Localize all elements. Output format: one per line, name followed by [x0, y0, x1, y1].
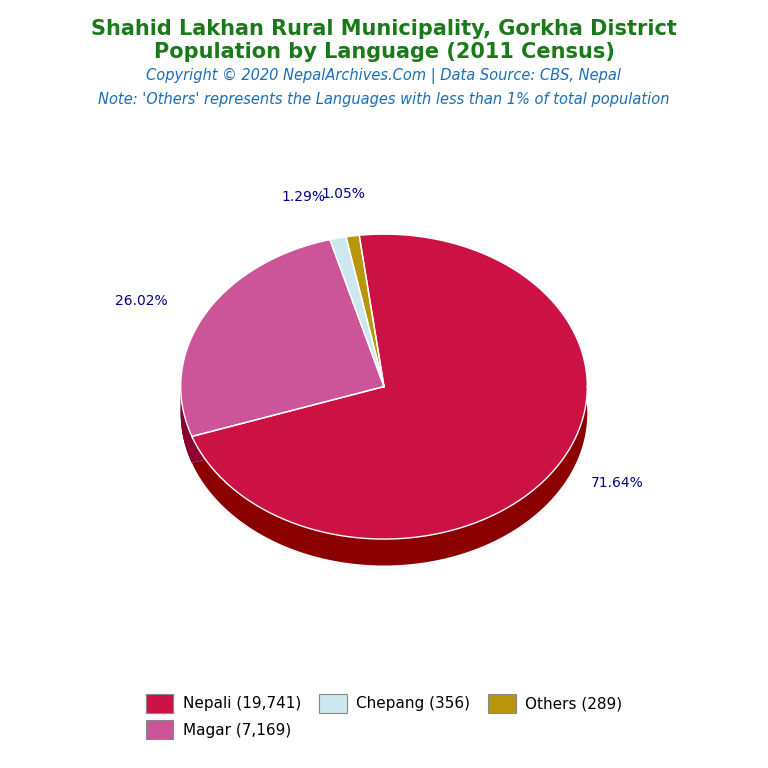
Text: Note: 'Others' represents the Languages with less than 1% of total population: Note: 'Others' represents the Languages …: [98, 92, 670, 108]
Text: 1.29%: 1.29%: [281, 190, 325, 204]
Text: 71.64%: 71.64%: [591, 476, 644, 491]
Polygon shape: [192, 234, 588, 539]
Polygon shape: [180, 387, 192, 463]
Polygon shape: [180, 266, 384, 463]
Polygon shape: [330, 237, 384, 386]
Text: 1.05%: 1.05%: [322, 187, 366, 200]
Legend: Nepali (19,741), Magar (7,169), Chepang (356), Others (289): Nepali (19,741), Magar (7,169), Chepang …: [140, 688, 628, 745]
Polygon shape: [346, 262, 384, 413]
Polygon shape: [346, 235, 384, 386]
Polygon shape: [180, 240, 384, 436]
Polygon shape: [180, 387, 192, 463]
Text: Shahid Lakhan Rural Municipality, Gorkha District: Shahid Lakhan Rural Municipality, Gorkha…: [91, 19, 677, 39]
Polygon shape: [192, 260, 588, 565]
Text: 26.02%: 26.02%: [115, 294, 168, 309]
Text: Copyright © 2020 NepalArchives.Com | Data Source: CBS, Nepal: Copyright © 2020 NepalArchives.Com | Dat…: [147, 68, 621, 84]
Text: Population by Language (2011 Census): Population by Language (2011 Census): [154, 42, 614, 62]
Polygon shape: [330, 263, 384, 413]
